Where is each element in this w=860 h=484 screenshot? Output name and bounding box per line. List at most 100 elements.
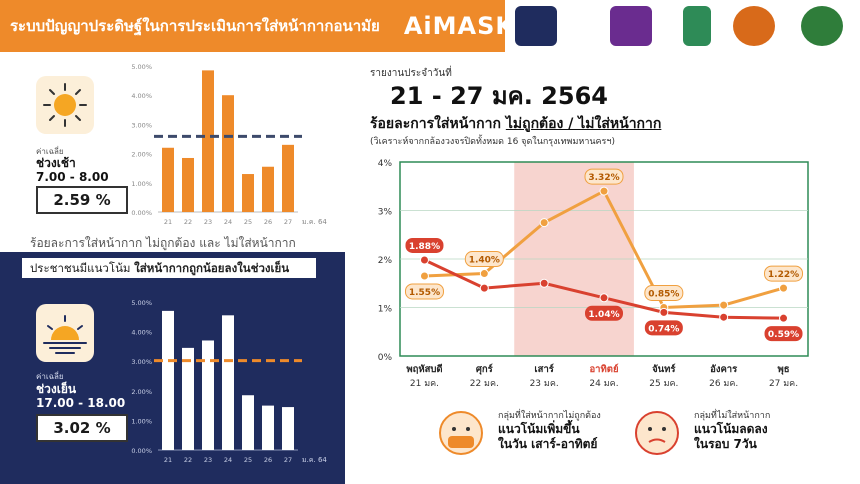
brand-name: AiMASK [403,12,515,40]
y-tick-label: 3.00% [131,358,152,366]
bar [242,174,254,212]
data-source-note: (วิเคราะห์จากกล้องวงจรปิดทั้งหมด 16 จุดใ… [370,137,615,147]
trend-banner: ประชาชนมีแนวโน้ม ใส่หน้ากากถูกน้อยลงในช่… [20,256,318,280]
bar [202,70,214,212]
banner-prefix: ประชาชนมีแนวโน้ม [30,261,131,275]
sunset-icon [36,304,94,362]
weekly-line-chart: 0% 1% 2% 3% 4% พฤหัสบดี 21 มค. ศุกร์ 22 มค. เสาร์… [378,159,809,389]
data-point [539,218,549,228]
y-tick-label: 1% [378,305,393,315]
morning-bar-chart: 0.00% 1.00% 2.00% 3.00% 4.00% 5.00% 21 22 23 24 25… [131,63,327,226]
bar [262,166,274,212]
bar [182,347,194,450]
data-label-pill [585,305,623,321]
x-tick-label: 25 [244,218,252,226]
insight-misworn-line1: แนวโน้มเพิ่มขึ้น [498,422,580,436]
insight-misworn-note: กลุ่มที่ใส่หน้ากากไม่ถูกต้อง [498,411,601,421]
morning-period-label: ช่วงเช้า [36,156,76,170]
main-title-prefix: ร้อยละการใส่หน้ากาก [370,116,501,132]
x-tick-date: 23 มค. [530,379,559,389]
y-tick-label: 2% [378,256,393,266]
x-tick-label: 26 [264,218,272,226]
x-tick-day: พฤหัสบดี [406,363,442,375]
report-date: 21 - 27 มค. 2564 [390,82,608,110]
data-label: 1.88% [409,242,440,252]
insight-no-mask-note: กลุ่มที่ไม่ใส่หน้ากาก [694,411,771,421]
data-point [539,278,549,288]
x-tick-date: 22 มค. [470,379,499,389]
data-point [479,283,489,293]
x-tick-label: 25 [244,456,252,464]
data-label-pill [644,320,683,336]
y-tick-label: 1.00% [131,417,152,425]
x-tick-label: 21 [164,218,172,226]
y-tick-label: 3.00% [131,121,152,129]
data-label-pill [584,168,624,185]
insight-no-mask-line1: แนวโน้มลดลง [694,422,768,436]
data-label: 0.85% [648,290,679,300]
bar [282,407,294,450]
sun-icon [36,76,94,134]
x-tick-label: 26 [264,456,272,464]
x-tick-label: 24 [224,456,232,464]
y-tick-label: 4.00% [131,92,152,100]
x-tick-label: 22 [184,456,192,464]
bar [262,405,274,450]
x-tick-day: อังคาร [710,364,738,375]
data-label: 1.04% [588,310,619,320]
morning-time-range: 7.00 - 8.00 [36,170,109,184]
insight-no-mask-line2: ในรอบ 7วัน [694,437,757,451]
x-tick-date: 26 มค. [709,379,738,389]
y-tick-label: 4.00% [131,329,152,337]
y-tick-label: 4% [378,159,393,169]
data-label-pill [404,283,444,300]
x-tick-label: 27 [284,456,292,464]
x-tick-label: 27 [284,218,292,226]
bar [222,315,234,450]
x-tick-date: 24 มค. [589,379,618,389]
data-label: 3.32% [588,173,619,183]
bar [182,157,194,212]
data-point [599,186,609,196]
partner-logos [505,0,860,52]
data-label: 0.74% [648,324,679,334]
evening-average-value: 3.02 % [36,414,128,442]
y-tick-label: 0% [378,353,393,363]
left-chart-subtitle: ร้อยละการใส่หน้ากาก ไม่ถูกต้อง และ ไม่ใส… [30,236,296,250]
data-label-pill [764,326,803,342]
data-point [719,312,729,322]
report-date-label: รายงานประจำวันที่ [370,68,452,79]
x-tick-date: 25 มค. [649,379,678,389]
data-point [419,271,429,281]
y-tick-label: 1.00% [131,180,152,188]
evening-period-label: ช่วงเย็น [36,382,77,396]
x-tick-date: 27 มค. [769,379,798,389]
y-tick-label: 2.00% [131,151,152,159]
evening-time-range: 17.00 - 18.00 [36,396,126,410]
y-tick-label: 3% [378,208,393,218]
face-no-mask-icon [635,411,679,455]
bma-logo [801,6,843,46]
data-label-pill [405,237,444,253]
cca-covid-logo [515,6,557,46]
app-title: ระบบปัญญาประดิษฐ์ในการประเมินการใส่หน้าก… [10,17,380,35]
x-tick-label: 23 [204,218,212,226]
evening-bar-chart: 0.00% 1.00% 2.00% 3.00% 4.00% 5.00% 21 22 23 24 25… [131,299,327,464]
data-label: 1.22% [768,270,799,280]
data-label-pill [464,251,504,268]
dga-logo [610,6,652,46]
data-point [659,307,669,317]
bar [202,340,214,450]
app-header: ระบบปัญญาประดิษฐ์ในการประเมินการใส่หน้าก… [0,0,514,52]
bar [222,95,234,212]
x-tick-day: ศุกร์ [476,363,494,375]
data-label: 1.40% [469,256,500,266]
x-axis-label: ม.ค. 64 [302,456,327,464]
main-title-emphasis: ไม่ถูกต้อง / ไม่ใส่หน้ากาก [505,116,662,132]
y-tick-label: 0.00% [131,209,152,217]
nrct-logo [683,6,711,46]
x-tick-day: เสาร์ [534,363,554,375]
bar [282,144,294,212]
garuda-emblem-logo [733,6,775,46]
bar [242,395,254,450]
